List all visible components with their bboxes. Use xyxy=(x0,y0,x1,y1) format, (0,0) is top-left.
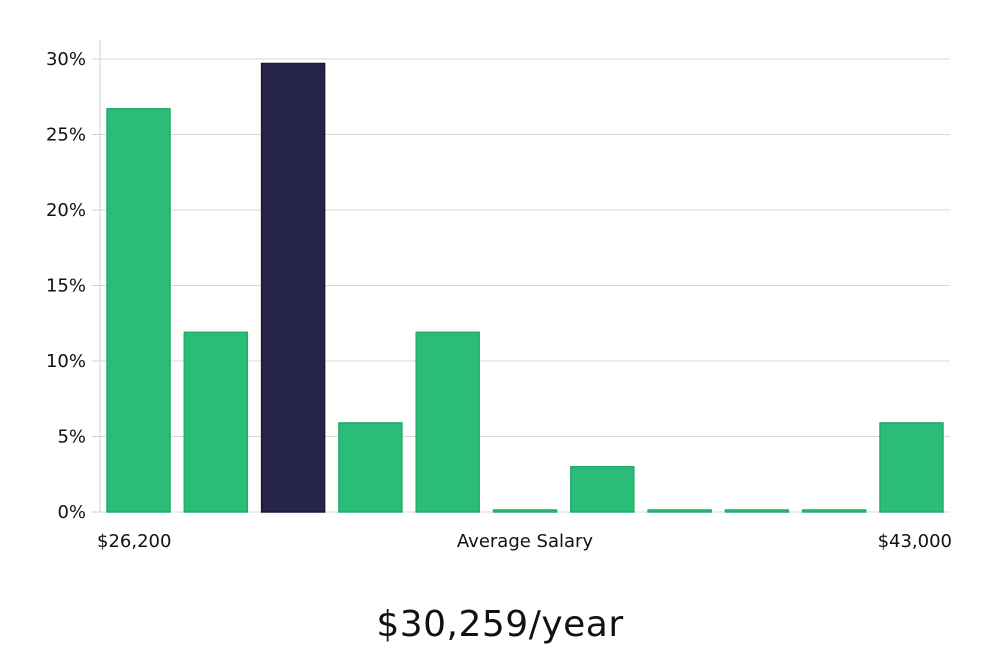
y-tick-label: 15% xyxy=(46,276,86,297)
x-max-label: $43,000 xyxy=(878,531,952,552)
histogram-bar xyxy=(492,509,558,513)
salary-histogram: 0% 5% 10% 15% 20% 25% 30% $26,200 Average Sala… xyxy=(46,40,952,552)
y-tick-label: 10% xyxy=(46,351,86,372)
bars xyxy=(106,62,944,513)
histogram-bar-highlighted xyxy=(260,62,326,513)
histogram-bar xyxy=(183,331,249,513)
histogram-bar xyxy=(570,465,635,513)
y-tick-label: 5% xyxy=(57,427,86,448)
y-tick-label: 30% xyxy=(46,49,86,70)
average-salary-value: $30,259/year xyxy=(376,604,624,645)
y-tick-labels: 0% 5% 10% 15% 20% 25% 30% xyxy=(46,49,86,523)
y-tick-label: 0% xyxy=(57,502,86,523)
histogram-bar xyxy=(801,509,867,513)
histogram-bar xyxy=(106,108,171,513)
histogram-bar xyxy=(724,509,790,513)
histogram-bar xyxy=(879,422,944,513)
x-axis-title: Average Salary xyxy=(457,531,594,552)
x-min-label: $26,200 xyxy=(97,531,171,552)
histogram-bar xyxy=(647,509,712,513)
y-tick-label: 20% xyxy=(46,200,86,221)
y-tick-label: 25% xyxy=(46,125,86,146)
histogram-bar xyxy=(338,422,403,513)
histogram-bar xyxy=(415,331,480,513)
